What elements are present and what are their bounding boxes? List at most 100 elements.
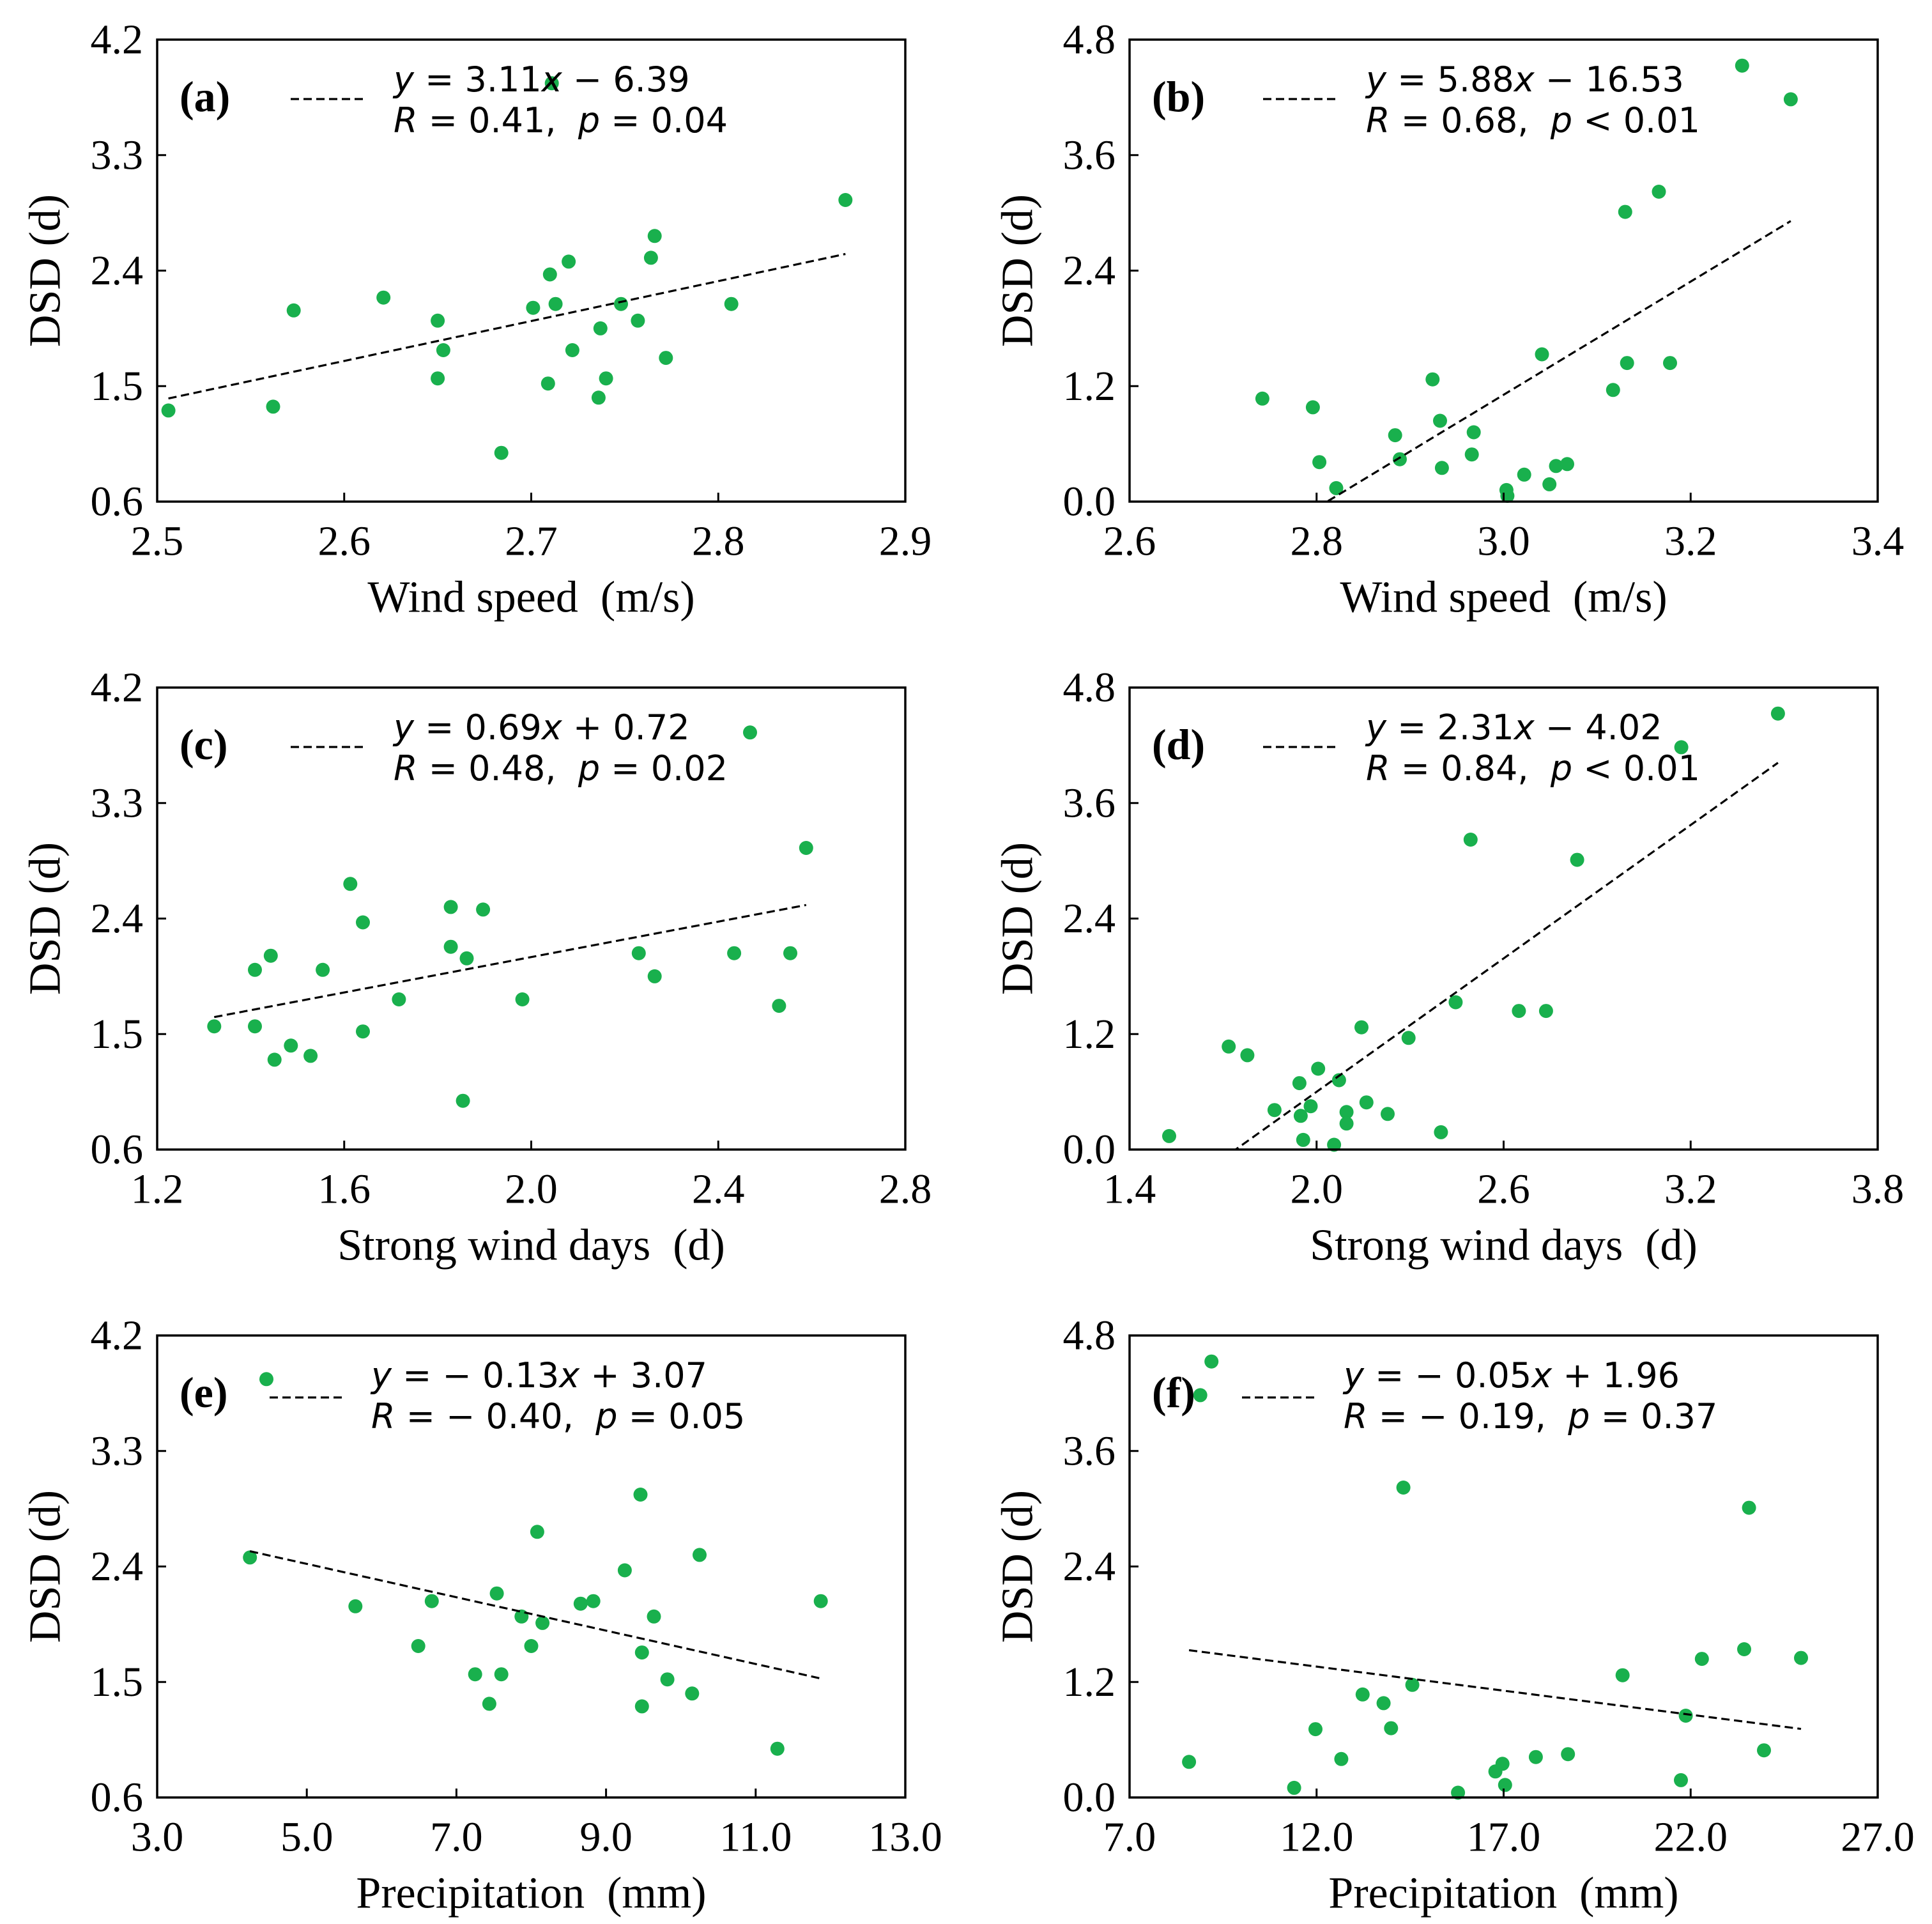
math-text: < 0.01 bbox=[1572, 748, 1700, 789]
regression-line bbox=[1188, 1649, 1802, 1730]
data-point bbox=[1678, 1709, 1693, 1723]
data-point bbox=[647, 969, 662, 983]
x-axis-label: Wind speed (m/s) bbox=[1340, 573, 1667, 622]
math-variable: x bbox=[1530, 1355, 1552, 1396]
data-point bbox=[1393, 452, 1407, 466]
data-point bbox=[494, 445, 509, 460]
data-point bbox=[799, 841, 813, 855]
legend: y = 0.69x + 0.72R = 0.48, p = 0.02 bbox=[291, 707, 728, 789]
math-text: − 4.02 bbox=[1535, 707, 1662, 748]
data-point bbox=[1570, 852, 1584, 867]
data-point bbox=[1737, 1642, 1751, 1656]
data-point bbox=[356, 1024, 370, 1039]
math-variable: R bbox=[394, 100, 418, 141]
math-variable: x bbox=[540, 707, 563, 748]
x-tick-label: 7.0 bbox=[1103, 1814, 1156, 1861]
y-tick-label: 3.3 bbox=[91, 1428, 144, 1474]
data-point bbox=[1620, 356, 1634, 371]
y-tick-label: 2.4 bbox=[1063, 1543, 1116, 1590]
data-point bbox=[743, 725, 757, 740]
math-text: = − 0.40, bbox=[395, 1396, 596, 1436]
y-tick-label: 2.4 bbox=[1063, 247, 1116, 294]
data-point bbox=[489, 1586, 504, 1601]
y-tick-label: 0.6 bbox=[91, 1127, 144, 1173]
panel-label: (c) bbox=[180, 720, 227, 769]
y-tick-label: 4.8 bbox=[1063, 1312, 1116, 1359]
y-tick-label: 1.5 bbox=[91, 1011, 144, 1058]
y-tick-label: 0.6 bbox=[91, 1774, 144, 1821]
data-point bbox=[1396, 1481, 1411, 1495]
data-point bbox=[838, 193, 853, 207]
data-point bbox=[1312, 455, 1327, 470]
data-point bbox=[459, 951, 474, 966]
y-tick-label: 3.3 bbox=[91, 132, 144, 178]
x-tick-label: 2.8 bbox=[1291, 518, 1344, 565]
data-point bbox=[1652, 185, 1666, 199]
math-text: = 0.41, bbox=[418, 100, 578, 141]
legend: y = 5.88x − 16.53R = 0.68, p < 0.01 bbox=[1263, 59, 1700, 141]
data-point bbox=[631, 313, 645, 328]
math-text: = 0.68, bbox=[1390, 100, 1551, 141]
math-text: = 0.02 bbox=[600, 748, 728, 789]
y-tick-label: 4.2 bbox=[91, 665, 144, 711]
legend-stats: R = 0.48, p = 0.02 bbox=[394, 748, 728, 789]
data-point bbox=[562, 254, 576, 269]
x-axis-label: Wind speed (m/s) bbox=[367, 573, 694, 622]
math-variable: p bbox=[1550, 748, 1572, 789]
data-point bbox=[476, 902, 491, 917]
data-point bbox=[1542, 477, 1557, 491]
math-variable: p bbox=[578, 100, 600, 141]
data-point bbox=[1433, 413, 1447, 428]
data-point bbox=[1674, 740, 1689, 755]
x-tick-label: 2.0 bbox=[505, 1166, 558, 1213]
data-point bbox=[1517, 467, 1531, 482]
data-point bbox=[1615, 1668, 1630, 1682]
data-point bbox=[1674, 1773, 1688, 1787]
data-point bbox=[1448, 995, 1463, 1010]
data-point bbox=[1303, 1099, 1318, 1114]
data-point bbox=[1376, 1696, 1391, 1711]
math-variable: x bbox=[1513, 59, 1535, 100]
data-point bbox=[1287, 1780, 1301, 1795]
legend-equation: y = 0.69x + 0.72 bbox=[392, 707, 690, 748]
y-tick-label: 0.6 bbox=[91, 479, 144, 525]
data-point bbox=[524, 1639, 539, 1653]
data-point bbox=[303, 1049, 318, 1063]
x-tick-label: 11.0 bbox=[719, 1814, 792, 1861]
math-variable: y bbox=[1365, 707, 1387, 748]
panel-label: (e) bbox=[180, 1368, 227, 1417]
data-point bbox=[1560, 457, 1574, 472]
data-point bbox=[161, 403, 176, 418]
legend-equation: y = − 0.05x + 1.96 bbox=[1342, 1355, 1680, 1396]
legend: y = − 0.05x + 1.96R = − 0.19, p = 0.37 bbox=[1242, 1355, 1717, 1436]
y-axis-label: DSD (d) bbox=[21, 194, 70, 347]
data-point bbox=[431, 313, 445, 328]
data-point bbox=[1193, 1388, 1208, 1403]
y-tick-label: 0.0 bbox=[1063, 1127, 1116, 1173]
data-point bbox=[436, 343, 450, 357]
legend-equation: y = 5.88x − 16.53 bbox=[1365, 59, 1684, 100]
data-point bbox=[1292, 1076, 1307, 1091]
y-tick-label: 2.4 bbox=[91, 1543, 144, 1590]
y-tick-label: 4.2 bbox=[91, 1312, 144, 1359]
math-text: < 0.01 bbox=[1572, 100, 1700, 141]
data-point bbox=[263, 948, 278, 963]
panel-b: 2.6 2.8 3.0 3.2 3.4 0.0 1.2 2.4 3.6 4.8 Wind speed… bbox=[993, 17, 1905, 622]
data-point bbox=[284, 1038, 298, 1053]
x-tick-label: 7.0 bbox=[430, 1814, 483, 1861]
data-point bbox=[659, 351, 673, 366]
data-point bbox=[544, 76, 559, 91]
math-text: + 3.07 bbox=[579, 1355, 707, 1396]
data-point bbox=[783, 946, 797, 960]
x-tick-label: 2.8 bbox=[879, 1166, 932, 1213]
data-point bbox=[1293, 1109, 1308, 1123]
data-point bbox=[1606, 383, 1620, 397]
y-tick-label: 0.0 bbox=[1063, 1774, 1116, 1821]
x-tick-label: 13.0 bbox=[868, 1814, 942, 1861]
data-point bbox=[526, 300, 540, 315]
data-point bbox=[1405, 1677, 1420, 1692]
x-tick-label: 2.0 bbox=[1291, 1166, 1344, 1213]
data-point bbox=[456, 1093, 470, 1108]
panel-d: 1.4 2.0 2.6 3.2 3.8 0.0 1.2 2.4 3.6 4.8 Strong win… bbox=[993, 665, 1905, 1270]
data-point bbox=[1464, 447, 1479, 462]
